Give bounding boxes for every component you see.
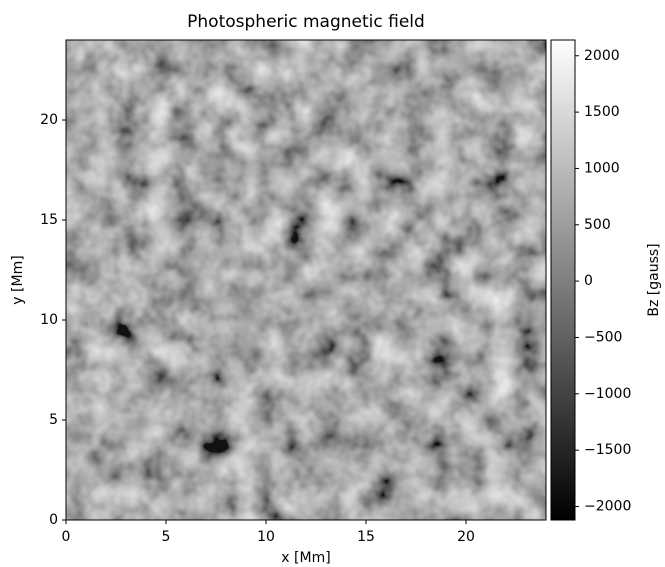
- colorbar-tick-label: 500: [584, 217, 611, 233]
- y-tick-label: 10: [40, 312, 58, 328]
- colorbar: [550, 39, 576, 521]
- field-image: [66, 40, 546, 520]
- chart-title: Photospheric magnetic field: [187, 12, 425, 32]
- x-tick-label: 0: [62, 529, 71, 545]
- x-axis-label: x [Mm]: [281, 550, 330, 566]
- colorbar-label: Bz [gauss]: [646, 243, 662, 316]
- colorbar-tick-label: −2000: [584, 498, 631, 514]
- colorbar-tick-label: −1500: [584, 442, 631, 458]
- colorbar-tick-label: 2000: [584, 48, 620, 64]
- y-tick-label: 15: [40, 212, 58, 228]
- y-tick-label: 5: [49, 412, 58, 428]
- plot-frame: [65, 39, 547, 521]
- colorbar-tick-label: −500: [584, 329, 622, 345]
- image-texture: [66, 40, 546, 520]
- colorbar-tick-label: 1500: [584, 104, 620, 120]
- x-tick-label: 20: [457, 529, 475, 545]
- y-axis-label: y [Mm]: [10, 255, 26, 304]
- y-tick-label: 20: [40, 112, 58, 128]
- colorbar-tick-label: 0: [584, 273, 593, 289]
- x-tick-label: 5: [162, 529, 171, 545]
- colorbar-tick-label: 1000: [584, 160, 620, 176]
- y-tick-label: 0: [49, 512, 58, 528]
- x-tick-label: 10: [257, 529, 275, 545]
- colorbar-tick-label: −1000: [584, 386, 631, 402]
- x-tick-label: 15: [357, 529, 375, 545]
